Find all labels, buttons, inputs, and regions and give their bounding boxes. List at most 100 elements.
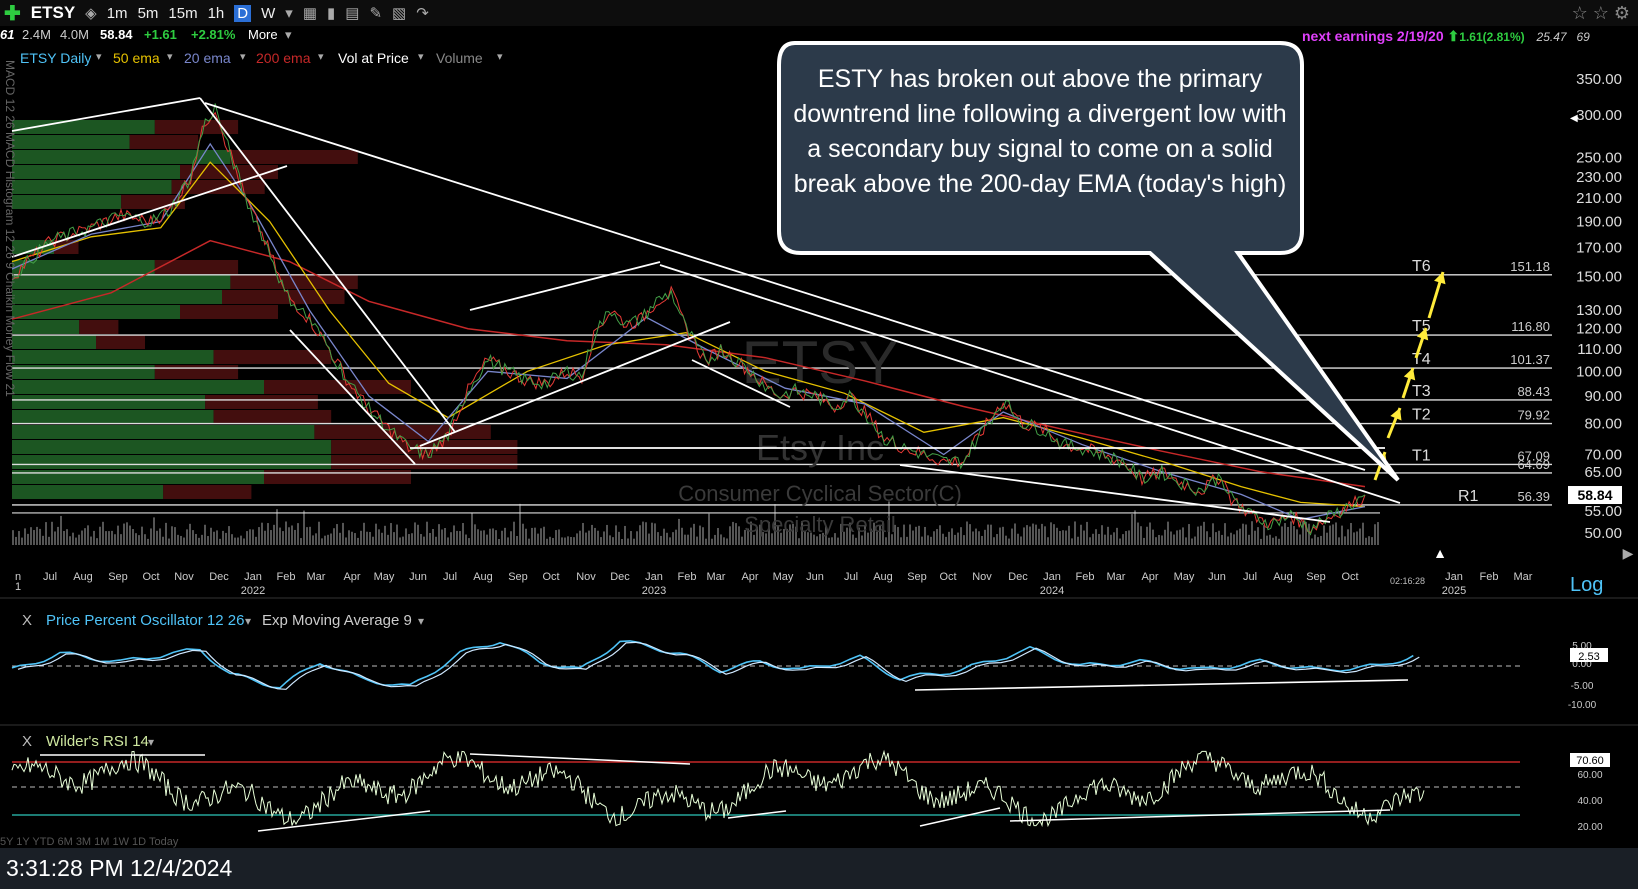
chart-type-icon[interactable]: ▦ xyxy=(302,5,318,22)
x-month-16: Oct xyxy=(542,571,559,583)
volume-bar xyxy=(1032,523,1034,545)
volume-bar xyxy=(315,533,317,545)
trendline-10 xyxy=(659,264,1401,504)
volume-bar xyxy=(627,538,629,545)
volume-bar xyxy=(672,532,674,545)
volume-bar xyxy=(168,538,170,545)
volume-bar xyxy=(1200,525,1202,545)
x-month-1: Jul xyxy=(43,571,57,583)
symbol-input[interactable]: ETSY xyxy=(30,3,76,22)
volume-bar xyxy=(738,526,740,545)
volume-bar xyxy=(489,528,491,545)
legend-vap[interactable]: Vol at Price xyxy=(338,50,409,66)
volume-bar xyxy=(573,537,575,545)
close-icon[interactable]: X xyxy=(22,733,32,750)
quote-bar: 61 2.4M 4.0M 58.84 +1.61 +2.81% More ▾ xyxy=(0,27,1638,45)
volume-bar xyxy=(795,526,797,545)
range-buttons[interactable]: 5Y 1Y YTD 6M 3M 1M 1W 1D Today xyxy=(0,836,179,848)
chevron-down-icon[interactable]: ▾ xyxy=(96,51,102,63)
chevron-down-icon[interactable]: ▾ xyxy=(245,614,251,628)
volume-bar xyxy=(192,530,194,545)
tf-15m[interactable]: 15m xyxy=(168,4,198,22)
status-bar: 3:31:28 PM 12/4/2024 xyxy=(0,848,1638,889)
scroll-up-icon[interactable]: ▲ xyxy=(1433,545,1447,561)
legend-ema50[interactable]: 50 ema xyxy=(113,50,160,66)
volume-bar xyxy=(444,528,446,545)
chevron-down-icon[interactable]: ▾ xyxy=(167,51,173,63)
y-tick-6: 170.00 xyxy=(1576,239,1622,256)
legend-ema20[interactable]: 20 ema xyxy=(184,50,231,66)
volume-bar xyxy=(840,523,842,545)
y-tick-1: 300.00 xyxy=(1576,107,1622,124)
legend-price[interactable]: ETSY Daily xyxy=(20,50,92,66)
chevron-down-icon[interactable]: ▾ xyxy=(497,51,503,63)
ppo-signal-title[interactable]: Exp Moving Average 9 xyxy=(262,612,412,629)
volume-bar xyxy=(519,503,521,545)
tf-1h[interactable]: 1h xyxy=(207,4,225,22)
volume-bar xyxy=(951,528,953,545)
chevron-down-icon[interactable]: ▾ xyxy=(418,51,424,63)
ppo-title[interactable]: Price Percent Oscillator 12 26 xyxy=(46,612,244,629)
tf-1m[interactable]: 1m xyxy=(106,4,128,22)
volume-bar xyxy=(822,532,824,545)
rsi-title[interactable]: Wilder's RSI 14 xyxy=(46,733,149,750)
volume-bar xyxy=(54,531,56,545)
chevron-down-icon[interactable]: ▾ xyxy=(418,614,424,628)
tf-daily[interactable]: D xyxy=(234,4,252,22)
volume-bar xyxy=(1122,534,1124,545)
close-icon[interactable]: X xyxy=(22,612,32,629)
volume-bar xyxy=(579,530,581,545)
x-month-37: Jul xyxy=(1243,571,1257,583)
chevron-down-icon[interactable]: ▾ xyxy=(148,735,154,749)
watermark-symbol: ETSY xyxy=(742,329,899,396)
volume-bar xyxy=(888,501,890,545)
chevron-down-icon[interactable]: ▾ xyxy=(318,51,324,63)
calculator-icon[interactable]: ▤ xyxy=(345,5,360,22)
rsi-tick-2: 20.00 xyxy=(1577,822,1602,833)
volume-bar xyxy=(1278,538,1280,545)
volume-bar xyxy=(1377,522,1379,545)
volume-bar xyxy=(1056,527,1058,545)
tf-5m[interactable]: 5m xyxy=(137,4,159,22)
vap-bar-up-8 xyxy=(12,275,231,289)
volume-bar xyxy=(381,532,383,545)
share-icon[interactable]: ◈ xyxy=(85,5,97,22)
chevron-down-icon[interactable]: ▾ xyxy=(285,5,293,22)
ema50-line xyxy=(11,161,1366,508)
bars-icon[interactable]: ▮ xyxy=(327,5,336,22)
volume-bar xyxy=(1350,522,1352,545)
legend-ema200[interactable]: 200 ema xyxy=(256,50,311,66)
y-tick-3: 230.00 xyxy=(1576,169,1622,186)
scroll-right-icon[interactable]: ▶ xyxy=(1623,545,1634,561)
log-toggle[interactable]: Log xyxy=(1570,574,1603,596)
volume-bar xyxy=(1329,525,1331,545)
volume-bar xyxy=(741,536,743,545)
volume-bar xyxy=(657,532,659,545)
legend-volume[interactable]: Volume xyxy=(436,50,483,66)
add-symbol-icon[interactable]: ✚ xyxy=(4,2,21,25)
target-value-7: 56.39 xyxy=(1517,489,1550,504)
redo-icon[interactable]: ↷ xyxy=(416,5,429,22)
volume-bar xyxy=(831,537,833,545)
volume-bar xyxy=(270,530,272,545)
volume-bar xyxy=(993,537,995,545)
pencil-icon[interactable]: ✎ xyxy=(369,5,383,22)
volume-bar xyxy=(1308,523,1310,545)
rsi-trendline-1 xyxy=(469,753,691,765)
chevron-down-icon[interactable]: ▾ xyxy=(240,51,246,63)
layers-icon[interactable]: ▧ xyxy=(392,5,407,22)
y-tick-14: 70.00 xyxy=(1584,446,1622,463)
volume-bar xyxy=(777,525,779,545)
vap-bar-down-16 xyxy=(205,395,318,409)
volume-bar xyxy=(1260,538,1262,545)
volume-bar xyxy=(1203,521,1205,545)
more-button[interactable]: More xyxy=(248,27,278,42)
tf-weekly[interactable]: W xyxy=(261,4,276,22)
volume-bar xyxy=(999,527,1001,545)
chevron-down-icon[interactable]: ▾ xyxy=(285,27,292,42)
watchlist-star-icon[interactable]: ☆ ☆ ⚙ xyxy=(1571,3,1630,23)
trendline-4 xyxy=(204,102,1366,471)
volume-bar xyxy=(252,529,254,545)
volume-bar xyxy=(846,527,848,545)
volume-bar xyxy=(1302,521,1304,545)
